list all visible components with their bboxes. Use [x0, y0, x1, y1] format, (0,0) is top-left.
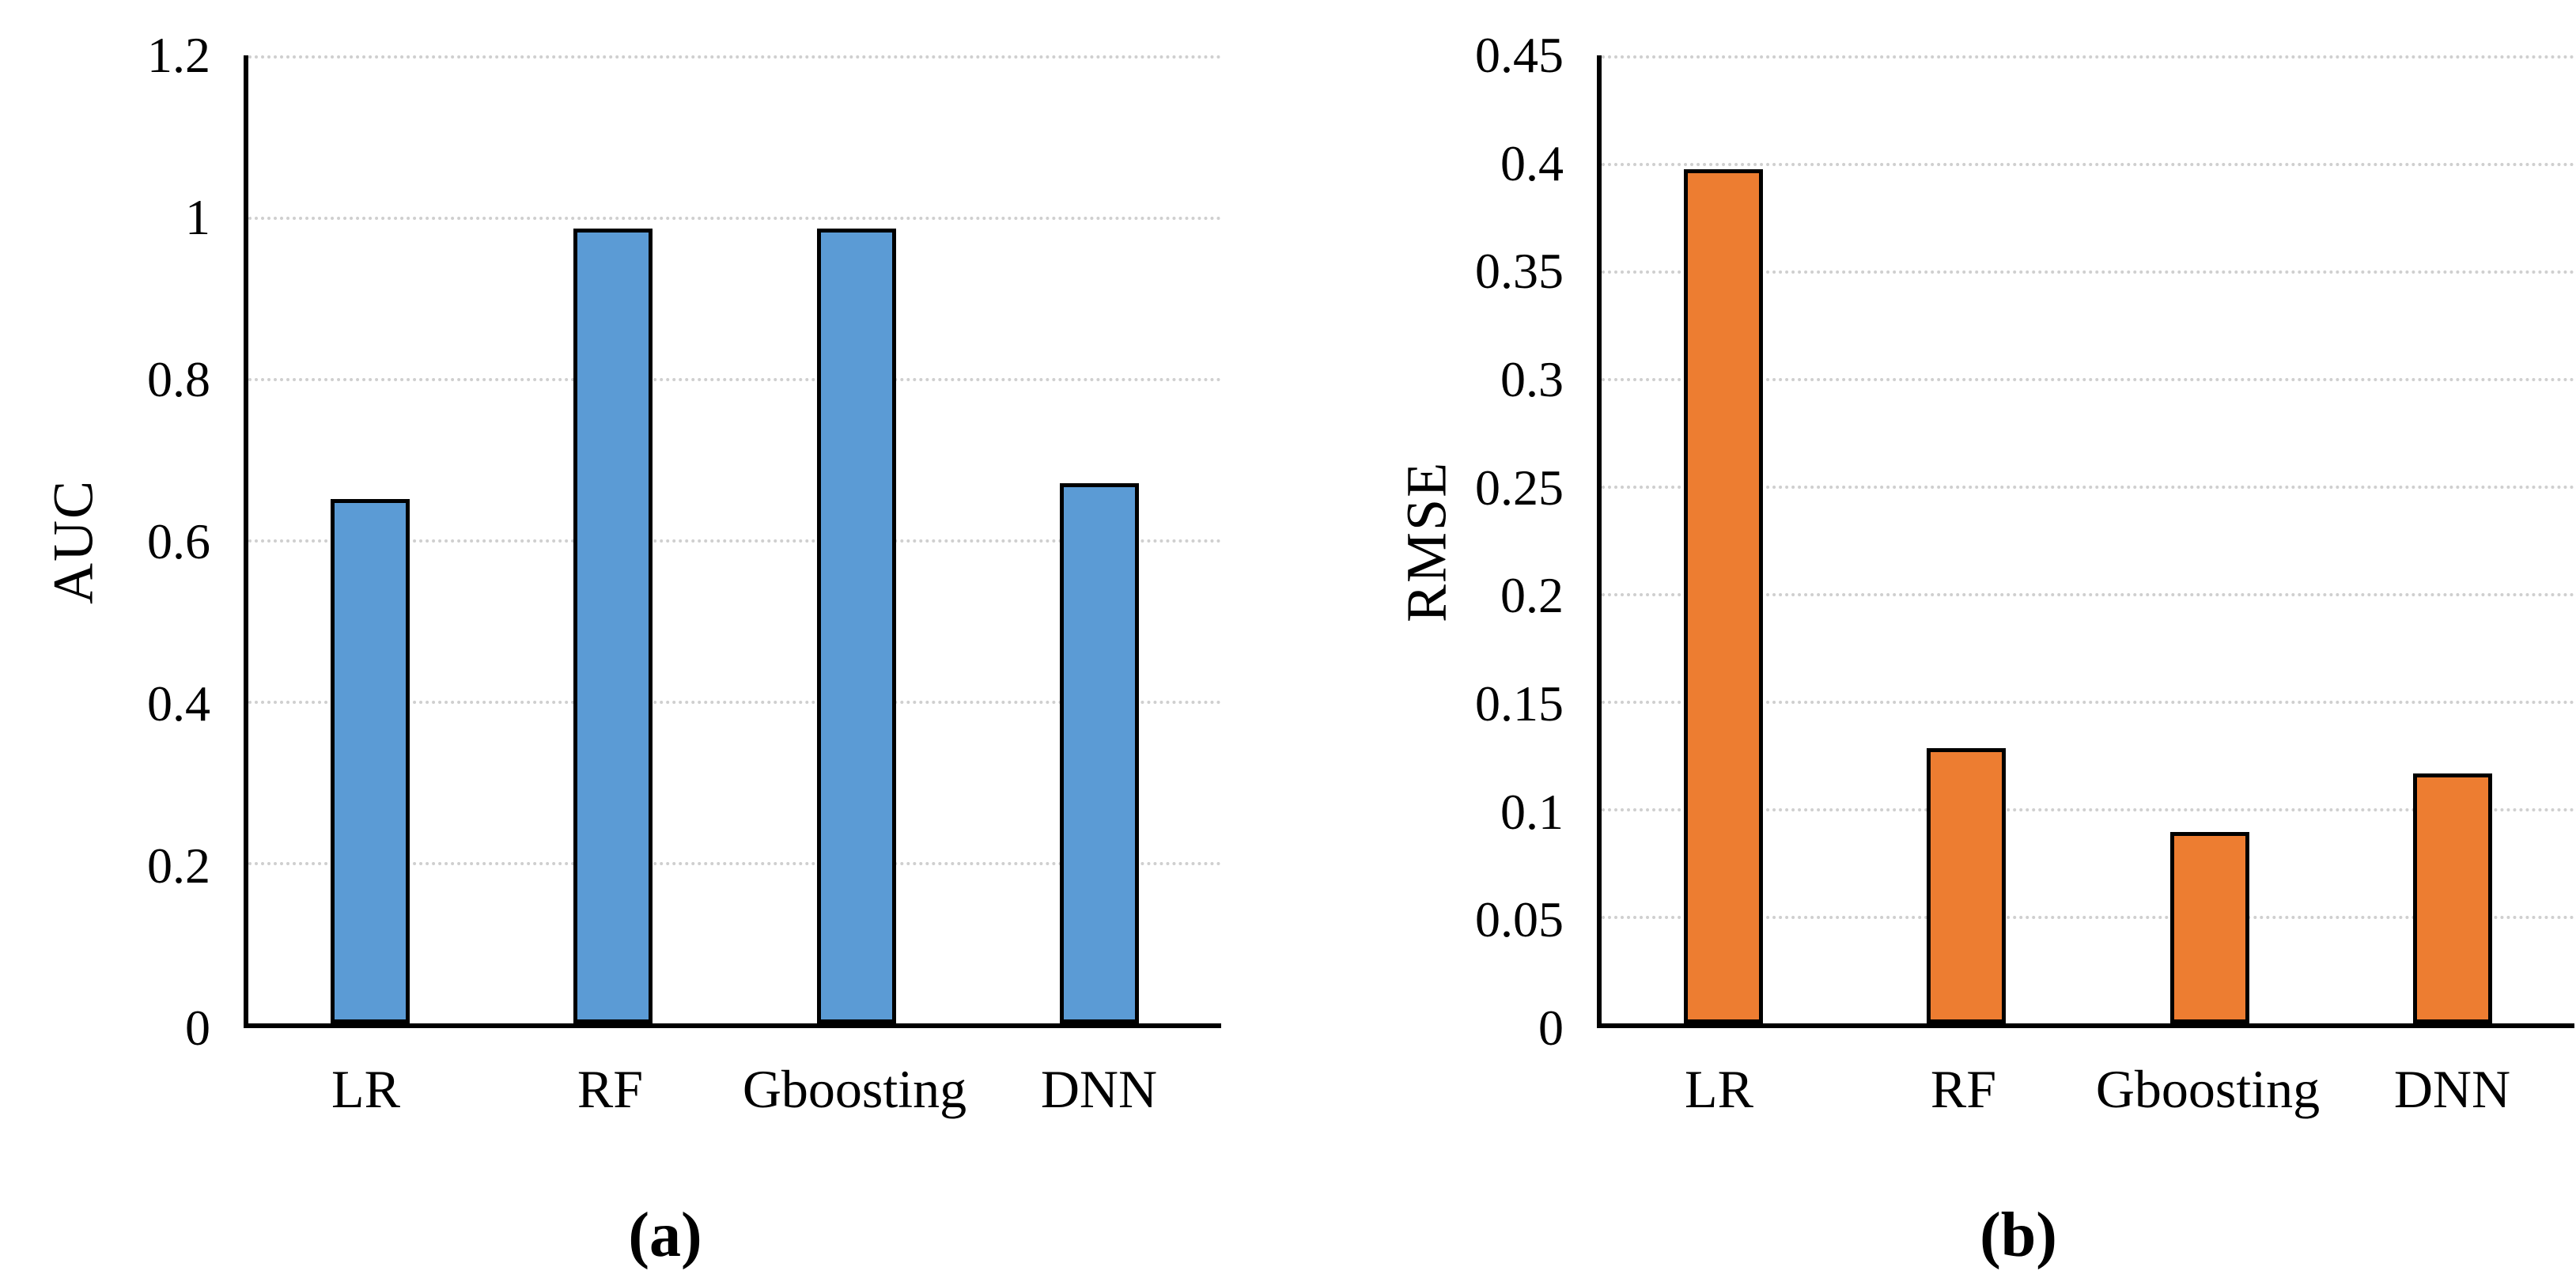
- y-tick-label: 0.3: [1500, 351, 1564, 407]
- bar-RF: [1927, 747, 2007, 1023]
- y-axis-title-auc: AUC: [41, 479, 105, 605]
- bar-RF: [573, 229, 653, 1023]
- gridline: [1602, 701, 2574, 704]
- y-tick-label: 0.4: [147, 675, 210, 732]
- gridline: [248, 55, 1221, 59]
- y-tick-label: 0: [185, 1000, 210, 1056]
- caption-b: (b): [1980, 1201, 2057, 1270]
- chart-b-main: RMSE 0 0.05 0.1 0.15 0.2 0.25 0.3 0.35 0.4 0.45: [1391, 27, 2574, 1056]
- gridline: [248, 217, 1221, 220]
- gridline: [248, 539, 1221, 543]
- y-tick-label: 0.2: [1500, 567, 1564, 624]
- plot-area-auc: [244, 55, 1221, 1028]
- gridline: [1602, 808, 2574, 811]
- gridline: [248, 862, 1221, 865]
- gridline: [1602, 270, 2574, 274]
- y-axis-title-rmse: RMSE: [1394, 460, 1458, 623]
- y-tick-label: 0.45: [1475, 27, 1564, 83]
- y-tick-label: 0: [1538, 1000, 1564, 1056]
- plot-area-rmse: [1597, 55, 2574, 1028]
- y-tick-label: 0.05: [1475, 891, 1564, 948]
- y-axis-tick-labels: 0 0.2 0.4 0.6 0.8 1 1.2: [109, 27, 244, 1056]
- x-category-label-LR: LR: [1685, 1059, 1753, 1119]
- gridline: [1602, 915, 2574, 919]
- x-axis-category-labels: LR RF Gboosting DNN: [244, 1058, 1221, 1121]
- y-tick-label: 0.4: [1500, 134, 1564, 191]
- bar-DNN: [1060, 482, 1140, 1023]
- y-axis-tick-labels: 0 0.05 0.1 0.15 0.2 0.25 0.3 0.35 0.4 0.45: [1462, 27, 1597, 1056]
- gridline: [248, 378, 1221, 381]
- y-tick-label: 0.1: [1500, 783, 1564, 840]
- y-tick-label: 0.6: [147, 513, 210, 569]
- y-tick-label: 0.35: [1475, 243, 1564, 300]
- chart-panel-a: AUC 0 0.2 0.4 0.6 0.8 1 1.2 LR RF Gboosting DNN (…: [38, 0, 1221, 1272]
- x-category-label-Gboosting: Gboosting: [742, 1059, 967, 1119]
- x-category-label-DNN: DNN: [1040, 1059, 1158, 1119]
- chart-a-main: AUC 0 0.2 0.4 0.6 0.8 1 1.2: [38, 27, 1221, 1056]
- x-category-label-RF: RF: [1930, 1059, 1997, 1119]
- y-tick-label: 0.2: [147, 838, 210, 894]
- gridline: [1602, 55, 2574, 59]
- x-category-label-LR: LR: [331, 1059, 400, 1119]
- x-category-label-Gboosting: Gboosting: [2095, 1059, 2321, 1119]
- bar-Gboosting: [2169, 831, 2249, 1023]
- caption-a: (a): [628, 1201, 702, 1270]
- bar-LR: [330, 499, 410, 1023]
- gridline: [1602, 378, 2574, 381]
- y-tick-label: 1.2: [147, 27, 210, 83]
- x-category-label-RF: RF: [577, 1059, 644, 1119]
- bar-LR: [1683, 169, 1763, 1023]
- y-tick-label: 0.25: [1475, 459, 1564, 516]
- x-category-label-DNN: DNN: [2393, 1059, 2511, 1119]
- y-tick-label: 0.8: [147, 351, 210, 407]
- gridline: [248, 701, 1221, 704]
- bar-DNN: [2413, 773, 2493, 1023]
- gridline: [1602, 593, 2574, 596]
- bar-Gboosting: [816, 229, 896, 1023]
- gridline: [1602, 162, 2574, 166]
- x-axis-category-labels: LR RF Gboosting DNN: [1597, 1058, 2574, 1121]
- chart-panel-b: RMSE 0 0.05 0.1 0.15 0.2 0.25 0.3 0.35 0.4 0.45 L…: [1391, 0, 2574, 1272]
- y-tick-label: 0.15: [1475, 675, 1564, 732]
- y-tick-label: 1: [185, 189, 210, 245]
- gridline: [1602, 485, 2574, 489]
